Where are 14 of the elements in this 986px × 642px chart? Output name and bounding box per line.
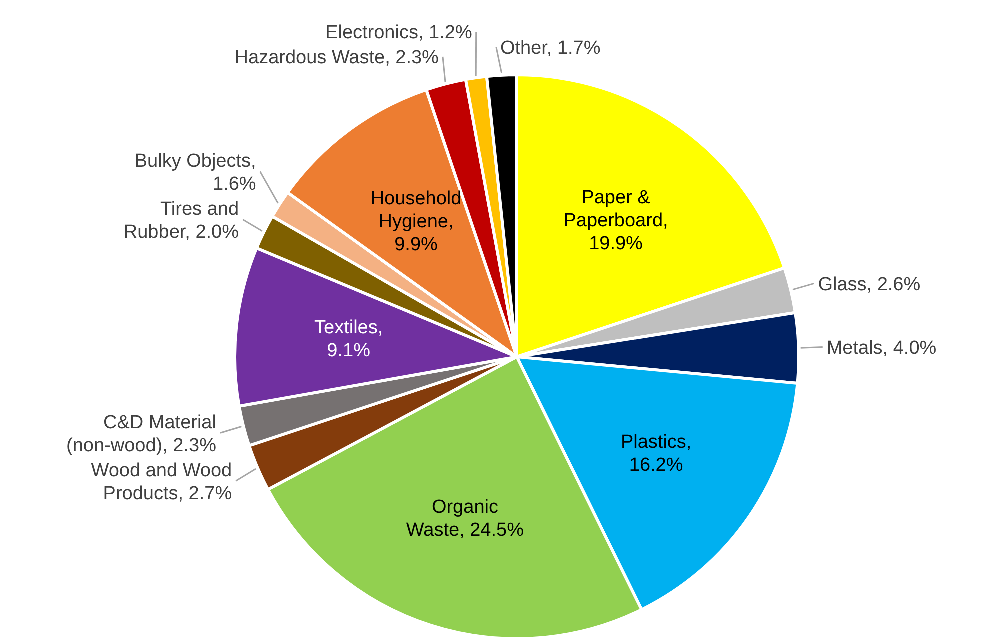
slice-label: Household Hygiene, 9.9%: [370, 188, 462, 256]
slice-label: Organic Waste, 24.5%: [406, 497, 524, 542]
slice-label: Tires and Rubber, 2.0%: [124, 198, 240, 243]
slice-label: Textiles, 9.1%: [314, 318, 384, 362]
slice-label: C&D Material (non-wood), 2.3%: [66, 412, 217, 456]
slice-label: Paper & Paperboard, 19.9%: [564, 187, 668, 254]
slice-label: Plastics, 16.2%: [620, 432, 692, 476]
slice-label: Hazardous Waste, 2.3%: [234, 48, 440, 69]
slice-label: Metals, 4.0%: [826, 338, 937, 359]
slice-label: Other, 1.7%: [500, 38, 601, 60]
slice-label: Wood and Wood Products, 2.7%: [91, 460, 232, 504]
slice-label: Bulky Objects, 1.6%: [134, 150, 256, 195]
slice-label: Electronics, 1.2%: [326, 22, 472, 44]
slice-label: Glass, 2.6%: [818, 274, 921, 296]
